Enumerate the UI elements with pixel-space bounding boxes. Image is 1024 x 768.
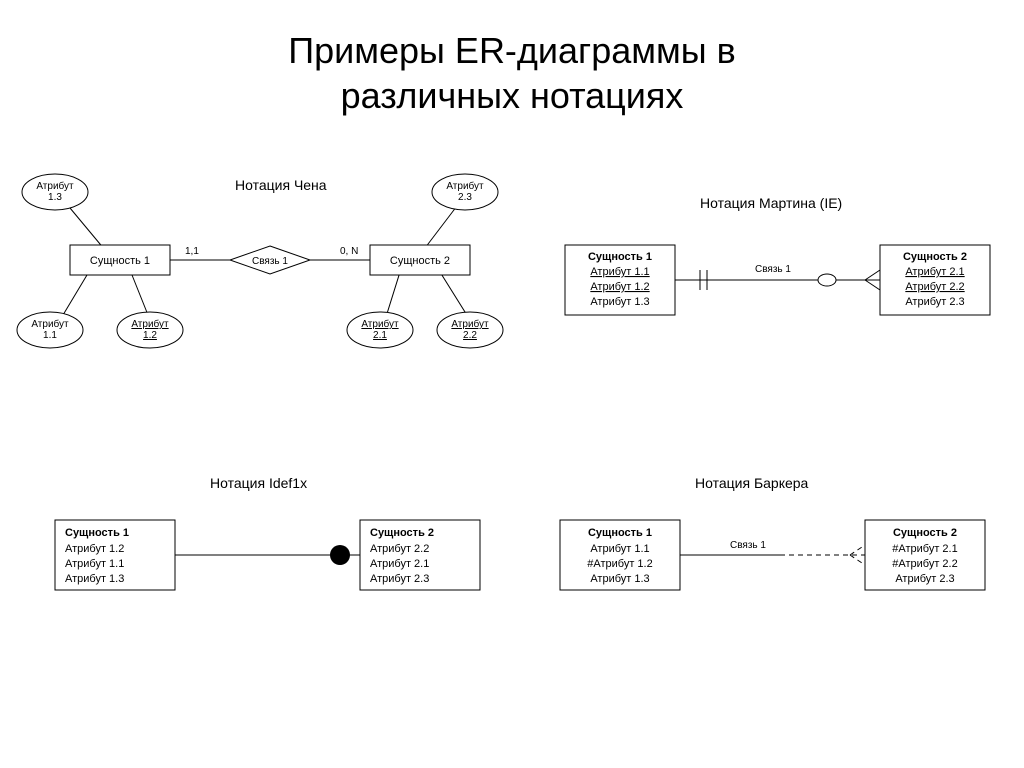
- title-line-2: различных нотациях: [0, 73, 1024, 118]
- martin-entity-2: Сущность 2 Атрибут 2.1 Атрибут 2.2 Атриб…: [880, 245, 990, 315]
- barker-diagram: Нотация Баркера Связь 1 Сущность 1 Атриб…: [545, 470, 1015, 640]
- svg-text:1.2: 1.2: [143, 330, 157, 341]
- chen-entity-1-label: Сущность 1: [90, 255, 150, 267]
- martin-diagram: Нотация Мартина (IE) Связь 1 Сущность 1 …: [545, 190, 1015, 360]
- barker-label: Нотация Баркера: [695, 475, 809, 491]
- barker-e1-a0: Атрибут 1.1: [590, 543, 649, 555]
- chen-attr-11: Атрибут 1.1: [17, 312, 83, 348]
- barker-e1-a1: #Атрибут 1.2: [587, 558, 652, 570]
- idef1x-e2-a0: Атрибут 2.2: [370, 543, 429, 555]
- martin-e1-name: Сущность 1: [588, 251, 652, 263]
- chen-attr-13: Атрибут 1.3: [22, 174, 88, 210]
- martin-e1-a2: Атрибут 1.3: [590, 296, 649, 308]
- barker-e2-a2: Атрибут 2.3: [895, 573, 954, 585]
- idef1x-e1-a1: Атрибут 1.1: [65, 558, 124, 570]
- idef1x-entity-1: Сущность 1 Атрибут 1.2 Атрибут 1.1 Атриб…: [55, 520, 175, 590]
- idef1x-e2-a1: Атрибут 2.1: [370, 558, 429, 570]
- martin-label: Нотация Мартина (IE): [700, 195, 842, 211]
- martin-e1-a0: Атрибут 1.1: [590, 266, 649, 278]
- idef1x-e1-a0: Атрибут 1.2: [65, 543, 124, 555]
- chen-card-right: 0, N: [340, 246, 358, 257]
- svg-text:1.1: 1.1: [43, 330, 57, 341]
- chen-label: Нотация Чена: [235, 177, 327, 193]
- idef1x-e2-a2: Атрибут 2.3: [370, 573, 429, 585]
- chen-attr-21: Атрибут 2.1: [347, 312, 413, 348]
- barker-e1-name: Сущность 1: [588, 527, 652, 539]
- chen-relationship-label: Связь 1: [252, 256, 288, 267]
- chen-attr-22: Атрибут 2.2: [437, 312, 503, 348]
- svg-text:Атрибут: Атрибут: [31, 318, 69, 330]
- idef1x-entity-2: Сущность 2 Атрибут 2.2 Атрибут 2.1 Атриб…: [360, 520, 480, 590]
- svg-text:2.1: 2.1: [373, 330, 387, 341]
- martin-e2-a2: Атрибут 2.3: [905, 296, 964, 308]
- barker-e1-a2: Атрибут 1.3: [590, 573, 649, 585]
- idef1x-e1-a2: Атрибут 1.3: [65, 573, 124, 585]
- barker-e2-a1: #Атрибут 2.2: [892, 558, 957, 570]
- chen-card-left: 1,1: [185, 246, 199, 257]
- svg-text:Атрибут: Атрибут: [446, 180, 484, 192]
- martin-e2-a1: Атрибут 2.2: [905, 281, 964, 293]
- chen-attr-23: Атрибут 2.3: [432, 174, 498, 210]
- idef1x-e2-name: Сущность 2: [370, 527, 434, 539]
- barker-entity-1: Сущность 1 Атрибут 1.1 #Атрибут 1.2 Атри…: [560, 520, 680, 590]
- idef1x-e1-name: Сущность 1: [65, 527, 129, 539]
- chen-attr-12: Атрибут 1.2: [117, 312, 183, 348]
- martin-e2-a0: Атрибут 2.1: [905, 266, 964, 278]
- idef1x-dot-icon: [330, 545, 350, 565]
- chen-entity-2-label: Сущность 2: [390, 255, 450, 267]
- svg-text:2.3: 2.3: [458, 192, 472, 203]
- martin-e2-name: Сущность 2: [903, 251, 967, 263]
- barker-e2-a0: #Атрибут 2.1: [892, 543, 957, 555]
- martin-e1-a1: Атрибут 1.2: [590, 281, 649, 293]
- idef1x-label: Нотация Idef1x: [210, 475, 307, 491]
- barker-e2-name: Сущность 2: [893, 527, 957, 539]
- svg-text:Атрибут: Атрибут: [36, 180, 74, 192]
- barker-rel-label: Связь 1: [730, 540, 766, 551]
- svg-text:2.2: 2.2: [463, 330, 477, 341]
- chen-diagram: Нотация Чена Сущность 1 Сущность 2 Связь…: [10, 160, 530, 380]
- svg-text:Атрибут: Атрибут: [131, 318, 169, 330]
- idef1x-diagram: Нотация Idef1x Сущность 1 Атрибут 1.2 Ат…: [40, 470, 520, 640]
- svg-text:Атрибут: Атрибут: [451, 318, 489, 330]
- svg-text:1.3: 1.3: [48, 192, 62, 203]
- page-title: Примеры ER-диаграммы в различных нотация…: [0, 0, 1024, 118]
- martin-rel-label: Связь 1: [755, 264, 791, 275]
- barker-entity-2: Сущность 2 #Атрибут 2.1 #Атрибут 2.2 Атр…: [865, 520, 985, 590]
- title-line-1: Примеры ER-диаграммы в: [0, 28, 1024, 73]
- svg-text:Атрибут: Атрибут: [361, 318, 399, 330]
- martin-entity-1: Сущность 1 Атрибут 1.1 Атрибут 1.2 Атриб…: [565, 245, 675, 315]
